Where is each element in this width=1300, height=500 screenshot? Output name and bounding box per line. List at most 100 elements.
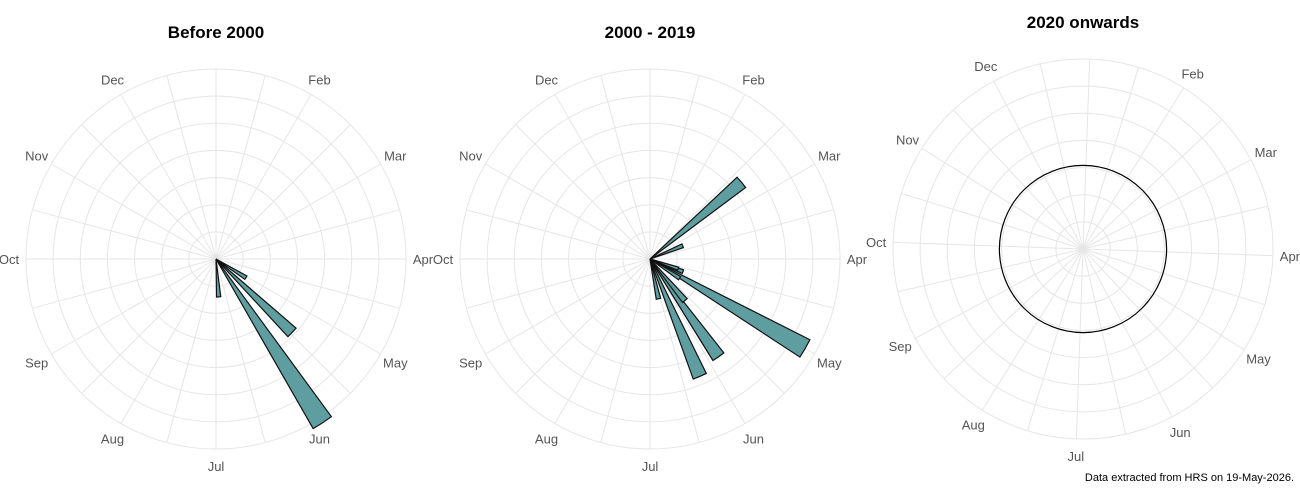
grid-spoke <box>166 258 217 443</box>
grid-spoke <box>1082 248 1213 389</box>
polar-bar-8 <box>649 176 747 260</box>
grid-spoke <box>1082 205 1269 250</box>
grid-ring <box>1055 221 1111 277</box>
grid-spoke <box>1082 248 1265 306</box>
grid-spoke <box>215 209 400 260</box>
grid-spoke <box>981 248 1084 411</box>
grid-spoke <box>466 209 651 260</box>
month-label-jun: Jun <box>743 431 764 446</box>
grid-spoke <box>993 81 1084 250</box>
month-label-jun: Jun <box>1170 425 1191 440</box>
grid-spoke <box>893 241 1084 250</box>
grid-spoke <box>649 209 834 260</box>
grid-spoke <box>649 124 785 260</box>
grid-spoke <box>1082 119 1223 250</box>
grid-spoke <box>485 258 651 355</box>
grid-spoke <box>32 258 217 309</box>
grid-spoke <box>1082 248 1273 257</box>
grid-spoke <box>649 258 834 309</box>
grid-spoke <box>897 248 1084 293</box>
month-label-aug: Aug <box>535 431 558 446</box>
month-label-mar: Mar <box>818 149 841 164</box>
month-label-may: May <box>1246 352 1271 367</box>
polar-bar-4 <box>649 258 689 304</box>
grid-spoke <box>600 75 651 260</box>
polar-bar-6 <box>649 258 680 272</box>
month-label-aug: Aug <box>101 431 124 446</box>
grid-spoke <box>600 258 651 443</box>
panel-title: 2000 - 2019 <box>605 23 696 42</box>
grid-spoke <box>81 124 217 260</box>
month-label-dec: Dec <box>101 73 125 88</box>
grid-spoke <box>215 94 312 260</box>
grid-ring <box>892 58 1274 440</box>
grid-spoke <box>485 163 651 260</box>
month-label-feb: Feb <box>1181 67 1203 82</box>
month-label-mar: Mar <box>384 149 407 164</box>
grid-spoke <box>166 75 217 260</box>
month-label-jun: Jun <box>309 431 330 446</box>
grid-spoke <box>215 258 400 309</box>
grid-spoke <box>32 209 217 260</box>
grid-ring <box>919 85 1247 413</box>
month-label-nov: Nov <box>25 149 49 164</box>
reference-circle <box>998 164 1168 334</box>
month-label-apr: Apr <box>847 252 868 267</box>
grid-spoke <box>1082 59 1091 250</box>
grid-spoke <box>51 163 217 260</box>
panel-title: Before 2000 <box>168 23 264 42</box>
polar-bar-3 <box>215 258 222 298</box>
month-label-sep: Sep <box>25 356 48 371</box>
grid-ring <box>1028 194 1138 304</box>
grid-spoke <box>943 248 1084 379</box>
grid-spoke <box>901 192 1084 250</box>
polar-bar-0 <box>649 258 811 358</box>
month-label-jul: Jul <box>1067 449 1084 464</box>
grid-spoke <box>1075 248 1084 439</box>
month-label-feb: Feb <box>308 73 330 88</box>
grid-spoke <box>649 258 746 424</box>
month-label-dec: Dec <box>535 73 559 88</box>
grid-spoke <box>1082 159 1251 250</box>
grid-spoke <box>649 163 815 260</box>
grid-spoke <box>515 124 651 260</box>
month-label-oct: Oct <box>0 252 19 267</box>
polar-bar-2 <box>649 258 708 380</box>
grid-spoke <box>1039 63 1084 250</box>
grid-spoke <box>649 94 746 260</box>
grid-spoke <box>921 147 1084 250</box>
month-label-jul: Jul <box>208 459 225 474</box>
grid-spoke <box>1082 248 1127 435</box>
polar-bar-7 <box>649 258 682 281</box>
polar-bar-3 <box>649 258 662 300</box>
grid-spoke <box>554 258 651 424</box>
month-label-may: May <box>383 356 408 371</box>
grid-spoke <box>120 258 217 424</box>
month-label-feb: Feb <box>742 73 764 88</box>
data-source-caption: Data extracted from HRS on 19-May-2026. <box>1084 472 1294 484</box>
grid-spoke <box>1082 67 1140 250</box>
month-label-dec: Dec <box>974 59 998 74</box>
grid-spoke <box>215 258 266 443</box>
month-label-aug: Aug <box>962 418 985 433</box>
grid-ring <box>973 139 1193 359</box>
grid-spoke <box>120 94 217 260</box>
month-label-nov: Nov <box>459 149 483 164</box>
month-label-mar: Mar <box>1255 145 1278 160</box>
panel-title: 2020 onwards <box>1027 13 1139 32</box>
panel-2020-onwards: Feb Mar Apr May Jun Jul Aug Sep Oct Nov Dec 2020 on… <box>866 13 1300 464</box>
polar-bar-0 <box>215 258 333 430</box>
month-label-oct: Oct <box>866 235 887 250</box>
grid-ring <box>1001 167 1165 331</box>
grid-spoke <box>554 94 651 260</box>
polar-bar-2 <box>215 258 248 281</box>
month-label-sep: Sep <box>889 339 912 354</box>
month-label-oct: Oct <box>433 252 454 267</box>
grid-spoke <box>215 124 351 260</box>
polar-bar-9 <box>649 243 685 260</box>
grid-spoke <box>1082 248 1245 351</box>
grid-spoke <box>649 75 700 260</box>
grid-spoke <box>1082 248 1173 417</box>
month-label-apr: Apr <box>1280 249 1300 264</box>
